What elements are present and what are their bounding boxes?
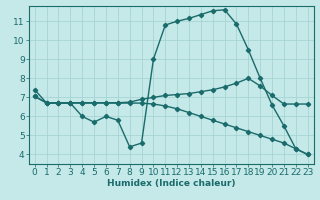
X-axis label: Humidex (Indice chaleur): Humidex (Indice chaleur)	[107, 179, 236, 188]
